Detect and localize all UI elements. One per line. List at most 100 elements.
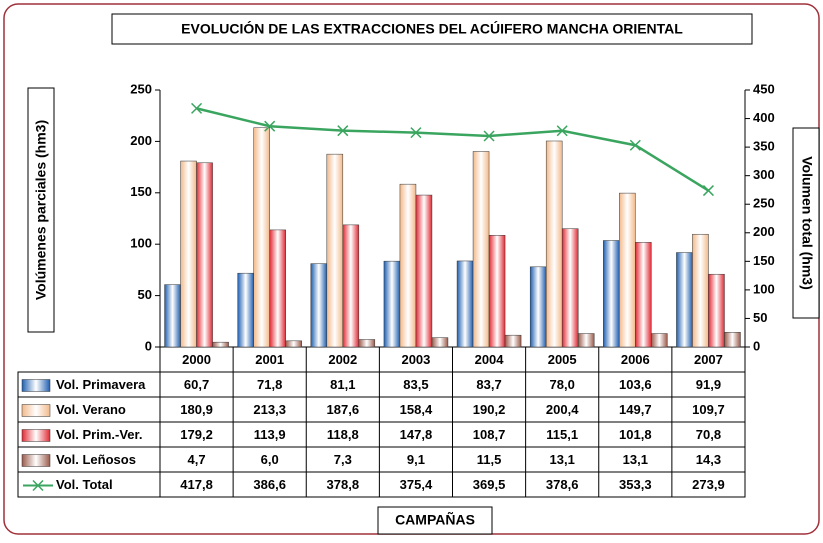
table-cell: 70,8 [696, 427, 721, 442]
table-cell: 60,7 [184, 377, 209, 392]
y2-tick-label: 50 [753, 310, 767, 325]
line [196, 107, 710, 192]
bar [269, 229, 286, 348]
bar [383, 260, 401, 348]
bar [529, 266, 547, 348]
y-tick-label: 0 [145, 338, 152, 353]
legend-label: Vol. Verano [56, 402, 126, 417]
x-tick-label: 2002 [328, 352, 357, 367]
table-cell: 180,9 [180, 402, 213, 417]
table-cell: 200,4 [546, 402, 579, 417]
table-cell: 386,6 [253, 477, 286, 492]
bar [603, 240, 620, 348]
legend-label: Vol. Primavera [56, 377, 146, 392]
legend-label: Vol. Leñosos [56, 452, 136, 467]
y2-tick-label: 150 [753, 253, 775, 268]
table-cell: 71,8 [257, 377, 282, 392]
x-axis-label: CAMPAÑAS [395, 511, 475, 528]
bar [456, 260, 474, 348]
y-tick-label: 50 [138, 287, 152, 302]
table-cell: 118,8 [327, 427, 359, 442]
table-cell: 13,1 [550, 452, 575, 467]
y2-label-box [792, 127, 820, 319]
x-tick-label: 2004 [475, 352, 505, 367]
x-tick-label: 2003 [401, 352, 430, 367]
bar [358, 339, 376, 348]
bar [635, 242, 652, 348]
table-cell: 11,5 [477, 452, 502, 467]
marker [483, 130, 495, 142]
marker [556, 125, 568, 137]
x-tick-label: 2001 [255, 352, 284, 367]
bar [164, 284, 181, 348]
table-cell: 14,3 [696, 452, 721, 467]
y2-tick-label: 400 [753, 110, 775, 125]
bar [399, 183, 417, 348]
table-cell: 190,2 [473, 402, 506, 417]
table-cell: 78,0 [550, 377, 575, 392]
marker [702, 185, 714, 197]
chart-title: EVOLUCIÓN DE LAS EXTRACCIONES DEL ACÚIFE… [181, 20, 683, 37]
bar [415, 194, 433, 348]
marker [191, 102, 203, 114]
y-tick-label: 200 [130, 133, 152, 148]
y2-tick-label: 200 [753, 224, 775, 239]
x-tick-label: 2007 [694, 352, 723, 367]
table-cell: 103,6 [619, 377, 652, 392]
y2-tick-label: 350 [753, 139, 775, 154]
table-cell: 158,4 [400, 402, 433, 417]
y-tick-label: 150 [130, 184, 152, 199]
legend-label: Vol. Prim.-Ver. [56, 427, 142, 442]
x-tick-label: 2005 [548, 352, 577, 367]
y2-tick-label: 0 [753, 338, 760, 353]
legend-label: Vol. Total [56, 477, 113, 492]
bar [676, 252, 693, 348]
table-cell: 213,3 [253, 402, 286, 417]
y2-tick-label: 450 [753, 81, 775, 96]
y2-tick-label: 100 [753, 281, 775, 296]
table-cell: 91,9 [696, 377, 721, 392]
bar [619, 192, 636, 348]
table-cell: 13,1 [623, 452, 648, 467]
bar [504, 334, 522, 348]
table-cell: 375,4 [400, 477, 433, 492]
table-cell: 115,1 [546, 427, 578, 442]
bar [196, 162, 213, 348]
bar [545, 140, 563, 348]
bar [285, 340, 302, 348]
legend-swatch [21, 379, 51, 392]
legend-swatch [21, 454, 51, 467]
bar [708, 273, 725, 348]
legend-swatch [21, 429, 51, 442]
marker [410, 127, 422, 139]
table-cell: 6,0 [261, 452, 279, 467]
table-cell: 4,7 [188, 452, 206, 467]
table-cell: 378,8 [327, 477, 360, 492]
bar [237, 272, 254, 348]
bar [577, 333, 595, 348]
table-cell: 113,9 [254, 427, 286, 442]
marker [264, 120, 276, 132]
marker [337, 125, 349, 137]
legend-swatch [21, 404, 51, 417]
table-cell: 109,7 [692, 402, 725, 417]
table-cell: 81,1 [330, 377, 355, 392]
bar [310, 263, 328, 348]
bar [212, 341, 229, 348]
bar [180, 160, 197, 348]
marker [629, 139, 641, 151]
table-cell: 369,5 [473, 477, 506, 492]
bar [472, 151, 490, 348]
y-tick-label: 250 [130, 81, 152, 96]
x-label-box [377, 506, 493, 535]
y-tick-label: 100 [130, 236, 152, 251]
table-cell: 7,3 [334, 452, 352, 467]
bar [431, 337, 449, 348]
table-cell: 378,6 [546, 477, 579, 492]
title-box [111, 13, 753, 45]
y-label-box [27, 87, 55, 333]
y2-tick-label: 250 [753, 196, 775, 211]
legend-swatch [32, 479, 44, 492]
table-cell: 273,9 [692, 477, 725, 492]
